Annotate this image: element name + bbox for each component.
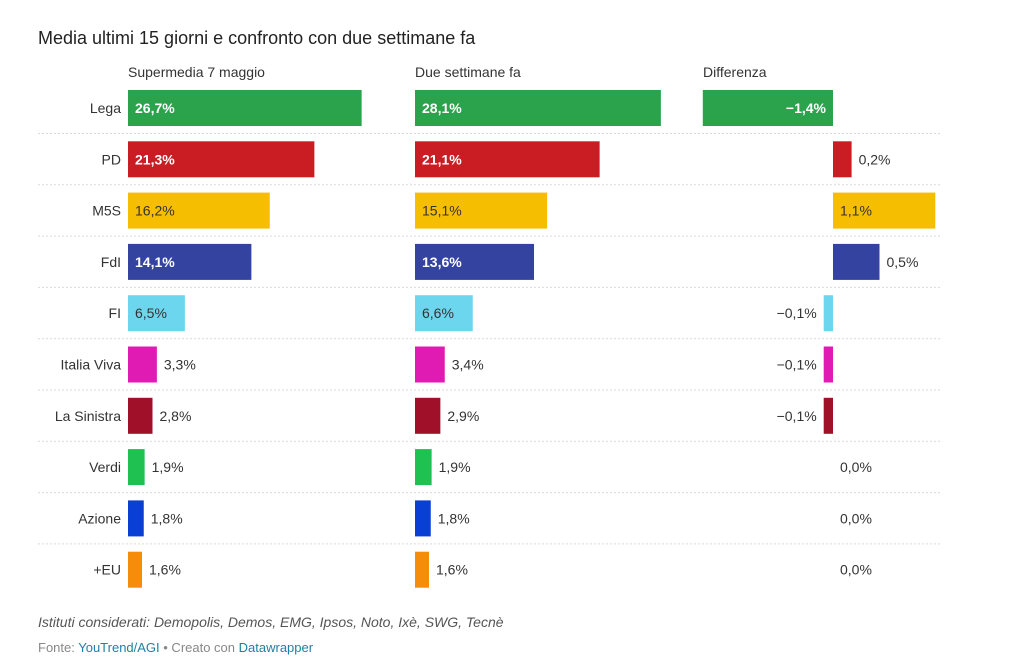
bar-differenza-fi: [824, 295, 833, 331]
source-middle: • Creato con: [160, 640, 239, 655]
value-label-supermedia-m5s: 16,2%: [135, 203, 175, 219]
category-label-lega: Lega: [90, 100, 121, 116]
source-link-datawrapper[interactable]: Datawrapper: [239, 640, 313, 655]
bar-chart: Lega 26,7% 28,1% −1,4% PD 21,3% 21,1% 0,2% M5S 16…: [0, 0, 1009, 667]
source-prefix: Fonte:: [38, 640, 78, 655]
chart-note: Istituti considerati: Demopolis, Demos, …: [38, 614, 504, 630]
category-label-fi: FI: [109, 305, 121, 321]
value-label-due-settimane-m5s: 15,1%: [422, 203, 462, 219]
bar-differenza-italia-viva: [824, 347, 833, 383]
value-label-differenza-italia-viva: −0,1%: [777, 357, 817, 373]
value-label-differenza-fdi: 0,5%: [887, 254, 919, 270]
category-label-la-sinistra: La Sinistra: [55, 408, 121, 424]
bar-due-settimane-eu: [415, 552, 429, 588]
bar-supermedia-azione: [128, 500, 144, 536]
bar-differenza-la-sinistra: [824, 398, 833, 434]
value-label-differenza-verdi: 0,0%: [840, 459, 872, 475]
bar-due-settimane-verdi: [415, 449, 432, 485]
value-label-supermedia-italia-viva: 3,3%: [164, 357, 196, 373]
value-label-supermedia-lega: 26,7%: [135, 100, 175, 116]
category-label-m5s: M5S: [92, 203, 121, 219]
category-label-eu: +EU: [93, 562, 121, 578]
value-label-due-settimane-fdi: 13,6%: [422, 254, 462, 270]
bar-differenza-pd: [833, 141, 852, 177]
source-link-youtrend[interactable]: YouTrend/AGI: [78, 640, 159, 655]
value-label-differenza-eu: 0,0%: [840, 562, 872, 578]
bar-differenza-fdi: [833, 244, 880, 280]
value-label-due-settimane-la-sinistra: 2,9%: [447, 408, 479, 424]
value-label-differenza-pd: 0,2%: [859, 151, 891, 167]
value-label-supermedia-pd: 21,3%: [135, 151, 175, 167]
value-label-due-settimane-azione: 1,8%: [438, 510, 470, 526]
category-label-pd: PD: [102, 151, 121, 167]
category-label-italia-viva: Italia Viva: [61, 357, 122, 373]
value-label-due-settimane-fi: 6,6%: [422, 305, 454, 321]
value-label-due-settimane-italia-viva: 3,4%: [452, 357, 484, 373]
value-label-due-settimane-eu: 1,6%: [436, 562, 468, 578]
value-label-supermedia-verdi: 1,9%: [152, 459, 184, 475]
bar-due-settimane-italia-viva: [415, 347, 445, 383]
chart-source: Fonte: YouTrend/AGI • Creato con Datawra…: [38, 640, 313, 655]
value-label-differenza-lega: −1,4%: [786, 100, 827, 116]
value-label-differenza-azione: 0,0%: [840, 510, 872, 526]
value-label-supermedia-azione: 1,8%: [151, 510, 183, 526]
value-label-differenza-m5s: 1,1%: [840, 203, 872, 219]
category-label-azione: Azione: [78, 510, 121, 526]
category-label-verdi: Verdi: [89, 459, 121, 475]
bar-supermedia-verdi: [128, 449, 145, 485]
value-label-supermedia-fi: 6,5%: [135, 305, 167, 321]
value-label-due-settimane-lega: 28,1%: [422, 100, 462, 116]
bar-due-settimane-azione: [415, 500, 431, 536]
value-label-differenza-fi: −0,1%: [777, 305, 817, 321]
value-label-supermedia-la-sinistra: 2,8%: [160, 408, 192, 424]
value-label-due-settimane-pd: 21,1%: [422, 151, 462, 167]
category-label-fdi: FdI: [101, 254, 121, 270]
value-label-due-settimane-verdi: 1,9%: [439, 459, 471, 475]
bar-due-settimane-la-sinistra: [415, 398, 440, 434]
value-label-supermedia-fdi: 14,1%: [135, 254, 175, 270]
value-label-differenza-la-sinistra: −0,1%: [777, 408, 817, 424]
bar-supermedia-italia-viva: [128, 347, 157, 383]
value-label-supermedia-eu: 1,6%: [149, 562, 181, 578]
bar-supermedia-eu: [128, 552, 142, 588]
bar-supermedia-la-sinistra: [128, 398, 153, 434]
